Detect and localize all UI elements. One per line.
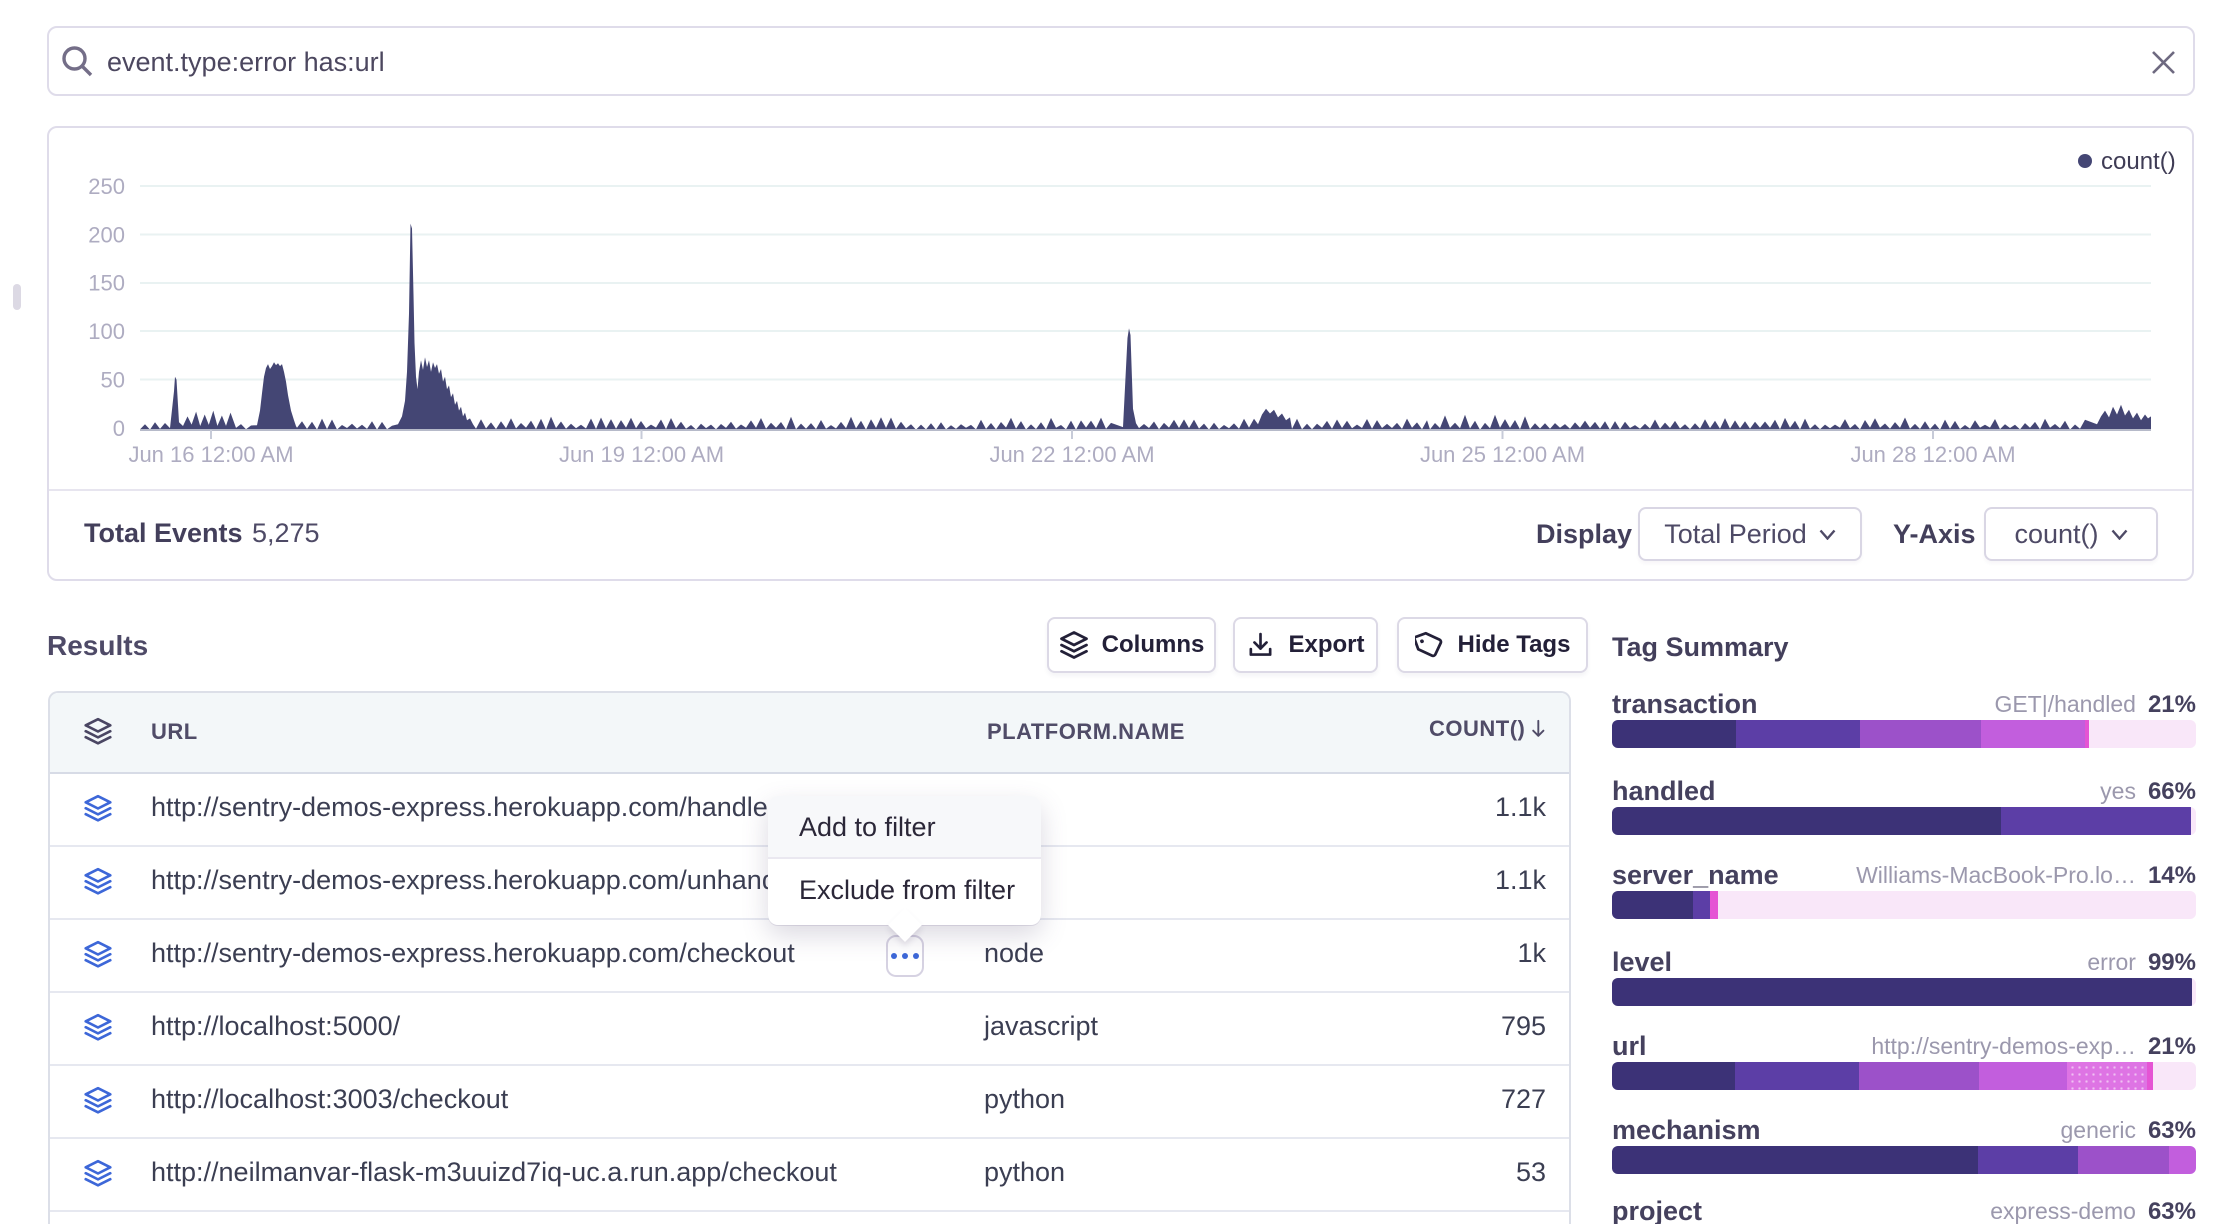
svg-text:50: 50	[101, 368, 125, 393]
svg-text:0: 0	[113, 416, 125, 441]
svg-text:150: 150	[88, 271, 125, 296]
svg-text:200: 200	[88, 223, 125, 248]
svg-text:Jun 16 12:00 AM: Jun 16 12:00 AM	[128, 442, 293, 467]
svg-text:Jun 22 12:00 AM: Jun 22 12:00 AM	[989, 442, 1154, 467]
svg-text:100: 100	[88, 319, 125, 344]
svg-text:250: 250	[88, 174, 125, 199]
svg-text:Jun 28 12:00 AM: Jun 28 12:00 AM	[1850, 442, 2015, 467]
svg-text:Jun 19 12:00 AM: Jun 19 12:00 AM	[559, 442, 724, 467]
svg-text:Jun 25 12:00 AM: Jun 25 12:00 AM	[1420, 442, 1585, 467]
